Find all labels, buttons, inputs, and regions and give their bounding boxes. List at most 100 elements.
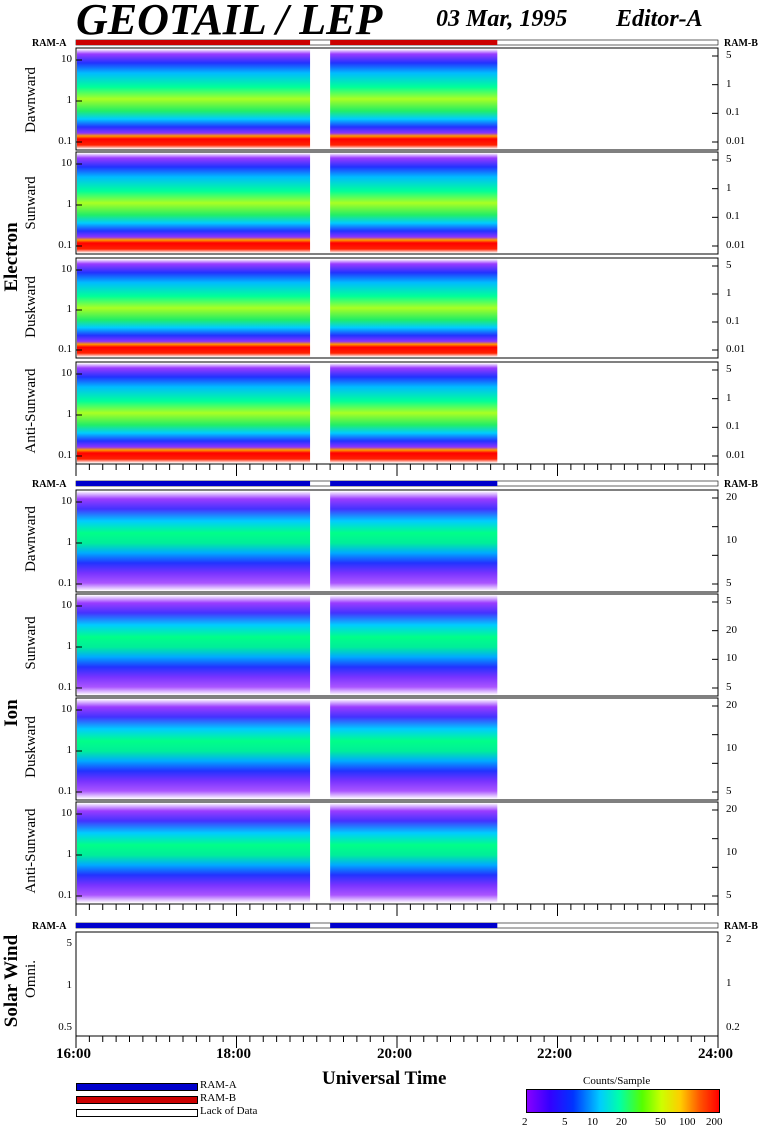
panel-label-electron-antisunward: Anti-Sunward [23, 368, 39, 454]
right-tick-label: 0.01 [726, 239, 746, 251]
chart-title: GEOTAIL / LEP [76, 0, 383, 44]
right-tick-label: 0.1 [726, 315, 740, 327]
electron-panel-2-spectrum-2 [330, 259, 498, 357]
electron-panel-2-spectrum-1 [77, 259, 311, 357]
panel-label-ion-sunward: Sunward [23, 616, 39, 670]
panel-label-electron-duskward: Duskward [23, 276, 39, 338]
left-tick-label: 0.1 [58, 135, 72, 147]
x-tick-2000: 20:00 [377, 1046, 412, 1062]
left-tick-label: 10 [61, 807, 72, 819]
left-tick-label: 10 [61, 495, 72, 507]
left-tick-label: 0.1 [58, 239, 72, 251]
right-tick-label: 1 [726, 287, 732, 299]
panel-label-electron-dawnward: Dawnward [23, 67, 39, 133]
legend-swatch-ram-b [76, 1096, 198, 1104]
colorbar-tick-10: 10 [587, 1116, 598, 1128]
solarwind-panel-frame [75, 931, 719, 1037]
right-tick-label: 5 [726, 889, 732, 901]
group-label-ion: Ion [1, 699, 22, 727]
electron-panel-1-spectrum-1 [77, 153, 311, 253]
right-tick-label: 0.01 [726, 449, 746, 461]
ram-b-label-ion: RAM-B [724, 479, 758, 490]
left-tick-label: 10 [61, 53, 72, 65]
ion-panel-0-spectrum-1 [77, 491, 311, 591]
right-tick-label: 10 [726, 742, 737, 754]
right-tick-label: 5 [726, 681, 732, 693]
right-tick-label: 1 [726, 181, 732, 194]
ram-b-label-solarwind: RAM-B [724, 921, 758, 932]
x-axis-label: Universal Time [322, 1068, 447, 1089]
legend-swatch-ram-a [76, 1083, 198, 1091]
ion-panel-2-spectrum-2 [330, 699, 498, 799]
colorbar-tick-100: 100 [679, 1116, 696, 1128]
ram-bar-electron-segment-1 [76, 40, 311, 45]
right-tick-label: 5 [726, 577, 732, 589]
left-tick-label: 0.1 [58, 449, 72, 461]
right-tick-label: 5 [726, 785, 732, 797]
right-tick-label: 5 [726, 363, 732, 375]
left-tick-label: 1 [66, 536, 73, 548]
right-tick-label: 1 [726, 977, 732, 989]
left-tick-label: 5 [66, 937, 73, 949]
right-tick-label: 5 [726, 49, 732, 61]
legend-label-ram-a: RAM-A [200, 1079, 237, 1091]
legend-label-lack: Lack of Data [200, 1105, 258, 1117]
legend-swatch-lack [76, 1109, 198, 1117]
right-tick-label: 20 [726, 699, 737, 711]
colorbar-tick-2: 2 [522, 1116, 528, 1128]
panel-label-ion-dawnward: Dawnward [23, 506, 39, 572]
ram-bar-ion-segment-1 [76, 481, 311, 486]
ram-bar-solarwind-segment-2 [330, 923, 498, 928]
left-tick-label: 0.5 [58, 1021, 72, 1033]
left-tick-label: 10 [61, 599, 72, 611]
electron-panel-0-spectrum-1 [77, 49, 311, 149]
left-tick-label: 0.1 [58, 343, 72, 355]
ion-panel-0-spectrum-2 [330, 491, 498, 591]
ion-panel-2-spectrum-1 [77, 699, 311, 799]
group-label-electron: Electron [1, 222, 22, 292]
right-tick-label: 10 [726, 846, 737, 858]
right-tick-label: 5 [726, 595, 732, 607]
colorbar-tick-200: 200 [706, 1116, 723, 1128]
left-tick-label: 10 [61, 157, 72, 169]
panel-label-ion-antisunward: Anti-Sunward [23, 808, 39, 894]
electron-panel-3-spectrum-1 [77, 363, 311, 463]
right-tick-label: 20 [726, 803, 737, 815]
ion-panel-3-spectrum-1 [77, 803, 311, 903]
ion-panel-1-spectrum-1 [77, 595, 311, 695]
ram-b-label-electron: RAM-B [724, 38, 758, 49]
right-tick-label: 0.1 [726, 210, 740, 223]
ion-panel-3-spectrum-2 [330, 803, 498, 903]
right-tick-label: 0.01 [726, 135, 746, 147]
right-tick-label: 1 [726, 391, 732, 404]
left-tick-label: 0.1 [58, 681, 72, 693]
left-tick-label: 1 [66, 848, 73, 860]
right-tick-label: 0.01 [726, 343, 746, 355]
ram-bar-solarwind-segment-1 [76, 923, 311, 928]
left-tick-label: 10 [61, 263, 72, 275]
left-tick-label: 1 [66, 640, 73, 652]
left-tick-label: 10 [61, 367, 72, 379]
right-tick-label: 0.1 [726, 420, 740, 433]
electron-panel-0-spectrum-2 [330, 49, 498, 149]
electron-panel-1-spectrum-2 [330, 153, 498, 253]
right-tick-label: 20 [726, 623, 737, 636]
right-tick-label: 10 [726, 534, 737, 546]
right-tick-label: 0.1 [726, 106, 740, 119]
colorbar-tick-20: 20 [616, 1116, 627, 1128]
right-tick-label: 10 [726, 652, 737, 665]
ram-bar-electron-segment-2 [330, 40, 498, 45]
colorbar-tick-5: 5 [562, 1116, 568, 1128]
left-tick-label: 1 [66, 198, 73, 210]
panel-label-electron-sunward: Sunward [23, 176, 39, 230]
colorbar [526, 1089, 720, 1113]
left-tick-label: 1 [66, 303, 73, 315]
left-tick-label: 10 [61, 703, 72, 715]
left-tick-label: 0.1 [58, 889, 72, 901]
ram-a-label-ion: RAM-A [32, 479, 67, 490]
right-tick-label: 1 [726, 77, 732, 90]
x-tick-1600: 16:00 [56, 1046, 91, 1062]
ram-a-label-solarwind: RAM-A [32, 921, 67, 932]
left-tick-label: 0.1 [58, 577, 72, 589]
